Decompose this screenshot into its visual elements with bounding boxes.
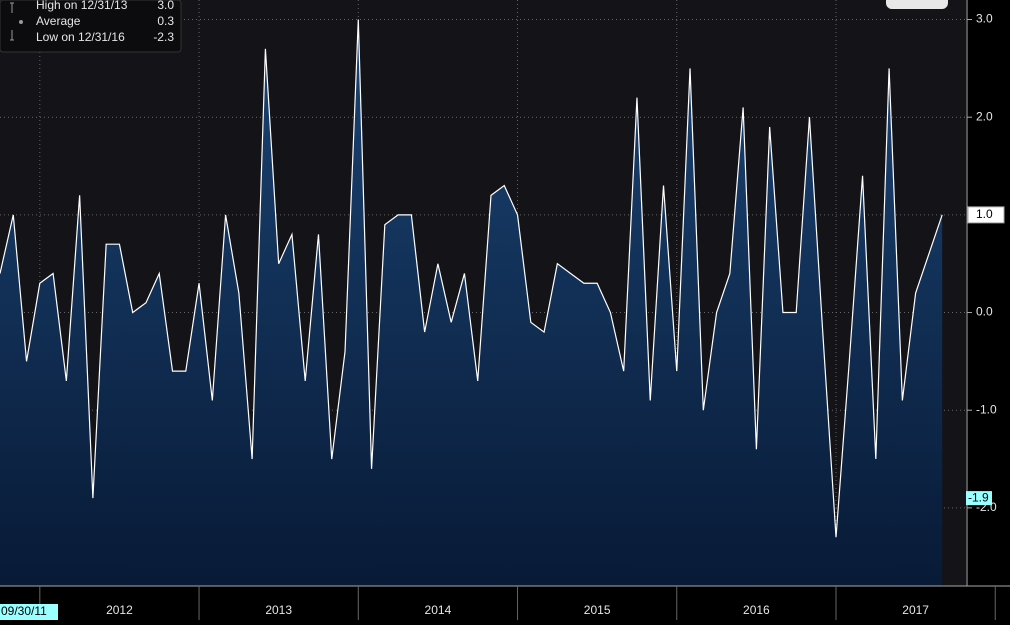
y-tick-label: 0.0 (976, 305, 993, 319)
legend-label: High on 12/31/13 (36, 0, 128, 12)
value-label: 1.0 (976, 207, 993, 221)
legend-value: -2.3 (153, 30, 174, 44)
annotation-label: -1.9 (968, 490, 989, 504)
value-label-box (967, 206, 1005, 224)
y-tick-label: -1.0 (976, 402, 997, 416)
legend-value: 0.3 (157, 14, 174, 28)
date-label-box (0, 604, 58, 620)
y-tick-label: 2.0 (976, 109, 993, 123)
legend-label: Average (36, 14, 81, 28)
area (0, 19, 943, 587)
line (0, 19, 943, 538)
annotation-box (966, 491, 992, 506)
x-tick-label: 2013 (265, 603, 292, 617)
legend-icon (10, 2, 14, 13)
date-label: 09/30/11 (1, 604, 47, 618)
x-tick-label: 2016 (743, 603, 770, 617)
legend-icon (10, 30, 14, 41)
window-controls[interactable] (886, 0, 948, 9)
control-button[interactable] (886, 0, 948, 9)
x-tick-label: 2017 (902, 603, 929, 617)
legend-label: Low on 12/31/16 (36, 30, 125, 44)
legend-box (0, 0, 182, 53)
x-tick-label: 2014 (425, 603, 452, 617)
x-tick-label: 2015 (584, 603, 611, 617)
legend-icon (19, 20, 23, 24)
legend (0, 0, 182, 53)
x-tick-label: 2012 (106, 603, 133, 617)
legend-value: 3.0 (157, 0, 174, 12)
y-tick-label: 3.0 (976, 12, 993, 26)
